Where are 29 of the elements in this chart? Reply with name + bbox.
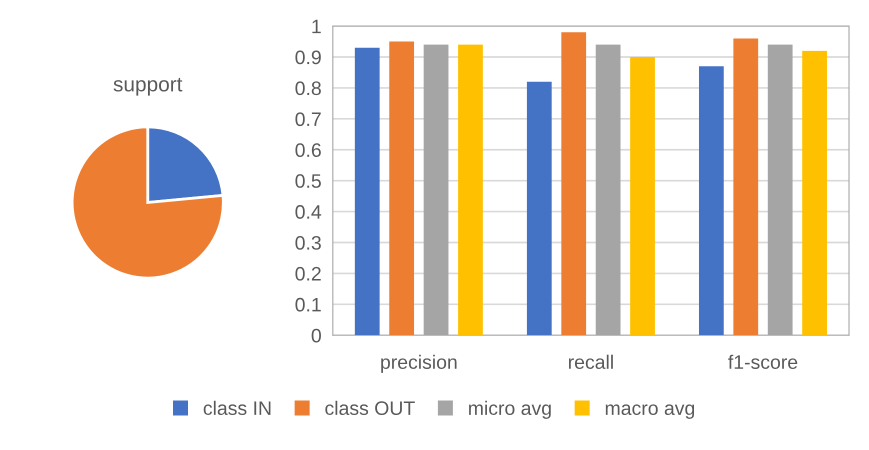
- bar: [458, 44, 483, 336]
- y-tick-label: 0.5: [295, 174, 321, 188]
- y-tick-label: 0.7: [295, 112, 321, 126]
- bar: [354, 48, 380, 336]
- bar: [698, 66, 724, 336]
- bar: [389, 42, 414, 336]
- x-tick-label: recall: [568, 354, 613, 369]
- y-tick-label: 0.4: [295, 205, 322, 219]
- y-tick-label: 0.9: [295, 50, 321, 64]
- legend-label: macro avg: [606, 404, 694, 419]
- y-tick-label: 0.3: [295, 236, 321, 250]
- x-tick-label: f1-score: [728, 354, 798, 369]
- y-tick-label: 0.8: [295, 81, 321, 96]
- bar: [630, 57, 655, 336]
- legend-label: class OUT: [325, 400, 415, 416]
- bar: [526, 82, 552, 336]
- y-tick-label: 0.1: [295, 298, 321, 312]
- bar: [733, 38, 758, 336]
- pie-slice: [70, 126, 225, 280]
- bar: [561, 32, 586, 336]
- x-tick-label: precision: [381, 354, 457, 373]
- legend-label: micro avg: [469, 400, 551, 419]
- legend-label: class IN: [204, 400, 270, 416]
- y-tick-label: 0.2: [295, 266, 321, 281]
- y-tick-label: 0: [312, 328, 321, 342]
- chart-title: support: [114, 78, 182, 96]
- y-tick-label: 1: [312, 20, 321, 34]
- y-tick-label: 0.6: [295, 143, 321, 157]
- bar: [802, 50, 827, 336]
